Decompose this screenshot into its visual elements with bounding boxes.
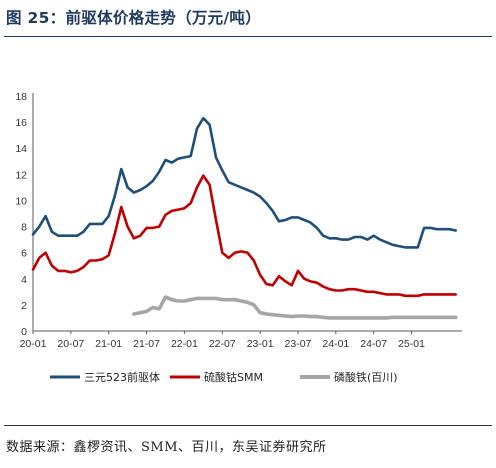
x-tick-label: 24-07	[360, 338, 387, 350]
figure-title: 图 25：前驱体价格走势（万元/吨）	[6, 9, 262, 27]
y-tick-label: 0	[21, 326, 27, 338]
y-tick-label: 8	[21, 222, 27, 234]
y-tick-label: 2	[21, 300, 27, 312]
y-tick-label: 10	[15, 195, 27, 207]
series-line-3	[132, 295, 458, 320]
y-tick-label: 6	[21, 248, 27, 260]
y-tick-label: 12	[15, 169, 27, 181]
x-tick-label: 23-01	[247, 338, 274, 350]
title-rule	[4, 36, 492, 37]
x-tick-label: 21-07	[133, 338, 160, 350]
x-tick-label: 22-01	[171, 338, 198, 350]
y-tick-label: 14	[15, 143, 27, 155]
x-tick-label: 22-07	[209, 338, 236, 350]
y-tick-label: 4	[21, 274, 27, 286]
source-rule	[4, 425, 492, 426]
x-tick-label: 20-01	[20, 338, 47, 350]
legend-label-1: 三元523前驱体	[84, 370, 160, 384]
legend-label-2: 硫酸钴SMM	[204, 370, 263, 384]
x-tick-label: 24-01	[322, 338, 349, 350]
x-tick-label: 20-07	[57, 338, 84, 350]
y-tick-labels: 0 2 4 6 8 10 12 14 16 18	[15, 91, 27, 338]
legend-label-3: 磷酸铁(百川)	[334, 370, 398, 384]
x-tick-label: 21-01	[95, 338, 122, 350]
y-tick-label: 18	[15, 91, 27, 103]
chart-axes	[32, 93, 462, 332]
y-tick-label: 16	[15, 117, 27, 129]
source-note: 数据来源：鑫椤资讯、SMM、百川，东吴证券研究所	[6, 440, 327, 455]
x-tick-labels: 20-01 20-07 21-01 21-07 22-01 22-07 23-01 23-07…	[20, 331, 425, 350]
series-lines	[31, 116, 458, 320]
series-line-2	[31, 174, 457, 298]
series-line-1	[31, 116, 457, 249]
x-tick-label: 25-01	[398, 338, 425, 350]
chart-legend: 三元523前驱体 硫酸钴SMM 磷酸铁(百川)	[50, 370, 398, 384]
x-tick-label: 23-07	[285, 338, 312, 350]
